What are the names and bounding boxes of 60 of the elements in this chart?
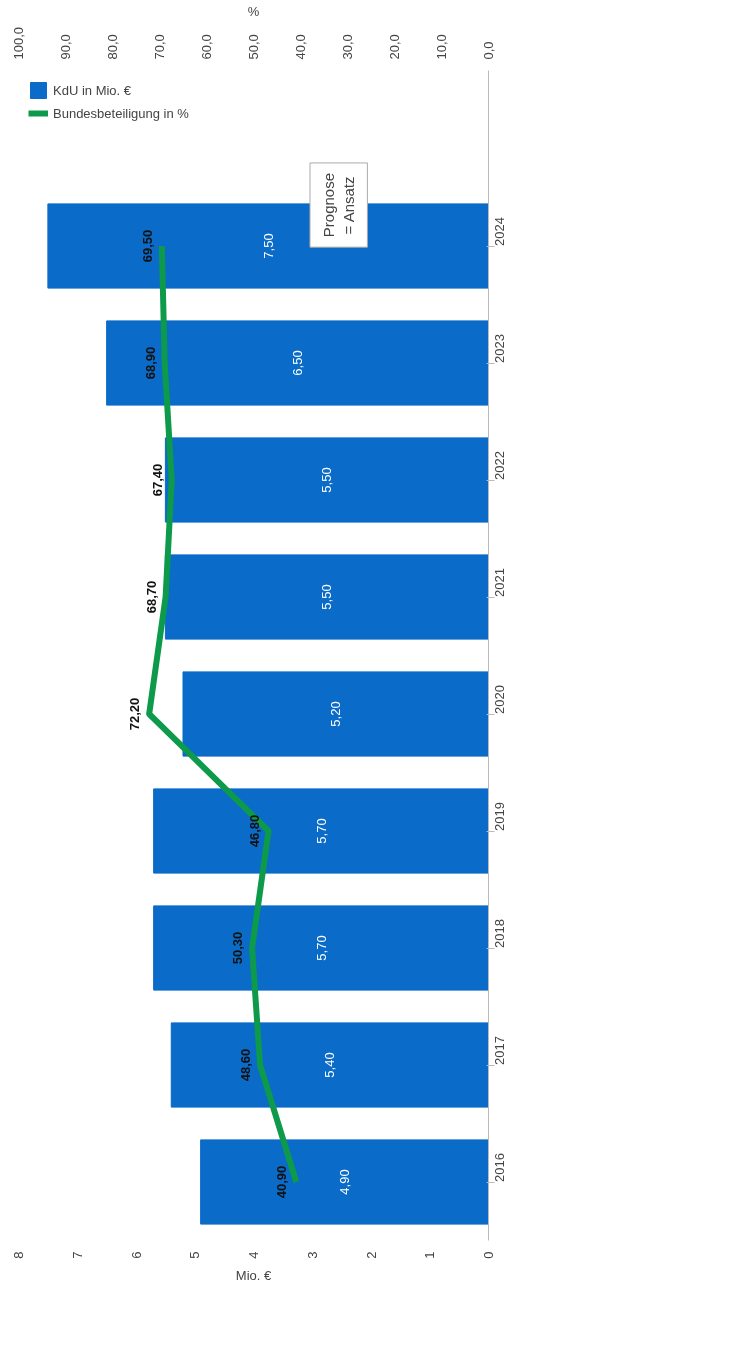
- x-tick-label: 5: [187, 1251, 203, 1259]
- x-tick-label: 4: [246, 1251, 261, 1259]
- x2-tick-label: 70,0: [152, 34, 167, 60]
- data-label: 6,50: [290, 350, 306, 376]
- y-tick-label: 2016: [492, 1153, 507, 1182]
- y-tick-label: 2018: [492, 919, 507, 948]
- x2-axis-title: %: [247, 3, 260, 19]
- data-label: 5,70: [313, 818, 329, 844]
- x2-tick-label: 80,0: [105, 34, 120, 60]
- data-label: 5,50: [319, 584, 335, 610]
- bar: [106, 320, 489, 406]
- data-label: 68,90: [142, 346, 158, 380]
- x-tick-label: 0: [481, 1251, 496, 1259]
- data-label: 67,40: [149, 463, 165, 497]
- y-tick-label: 2022: [492, 451, 507, 480]
- x-tick-label: 3: [304, 1251, 320, 1259]
- x2-tick-label: 50,0: [246, 34, 261, 60]
- x-tick-label: 7: [69, 1251, 85, 1259]
- annotation: Prognose = Ansatz: [319, 172, 358, 238]
- bar: [153, 905, 489, 991]
- x2-tick-label: 30,0: [340, 34, 355, 60]
- data-label: 48,60: [238, 1048, 254, 1082]
- data-label: 5,20: [328, 701, 344, 727]
- bar: [170, 1022, 489, 1108]
- bar: [164, 437, 489, 523]
- data-label: 5,40: [322, 1052, 338, 1078]
- data-label: 50,30: [230, 931, 246, 965]
- data-label: 69,50: [139, 229, 155, 263]
- legend-label: KdU in Mio. €: [53, 82, 132, 98]
- x-tick-label: 2: [363, 1251, 379, 1259]
- x-tick-label: 1: [422, 1251, 438, 1259]
- bar: [182, 671, 489, 757]
- y-tick-label: 2023: [492, 334, 507, 363]
- y-tick-label: 2024: [492, 217, 507, 246]
- x2-tick-label: 60,0: [199, 34, 214, 60]
- y-tick-label: 2020: [492, 685, 507, 714]
- x2-tick-label: 40,0: [293, 34, 308, 60]
- data-label: 46,80: [246, 814, 262, 848]
- x2-tick-label: 0,0: [481, 41, 496, 60]
- data-label: 7,50: [260, 233, 276, 259]
- x2-tick-label: 100,0: [11, 26, 26, 60]
- data-label: 68,70: [143, 580, 159, 614]
- data-label: 40,90: [274, 1165, 290, 1199]
- x-axis-title: Mio. €: [235, 1267, 272, 1283]
- bar: [153, 788, 489, 874]
- x2-tick-label: 10,0: [434, 34, 449, 60]
- data-label: 4,90: [337, 1169, 353, 1195]
- y-tick-label: 2017: [492, 1036, 507, 1065]
- y-tick-label: 2021: [492, 568, 507, 597]
- data-label: 72,20: [127, 697, 143, 731]
- x2-tick-label: 90,0: [58, 34, 73, 60]
- bar: [200, 1139, 489, 1225]
- y-tick-label: 2019: [492, 802, 507, 831]
- x-tick-label: 8: [11, 1251, 26, 1259]
- x-tick-label: 6: [128, 1251, 144, 1259]
- legend-label: Bundesbeteiligung in %: [53, 105, 189, 121]
- data-label: 5,70: [313, 935, 329, 961]
- x2-tick-label: 20,0: [387, 34, 402, 60]
- bar: [164, 554, 489, 640]
- data-label: 5,50: [319, 467, 335, 493]
